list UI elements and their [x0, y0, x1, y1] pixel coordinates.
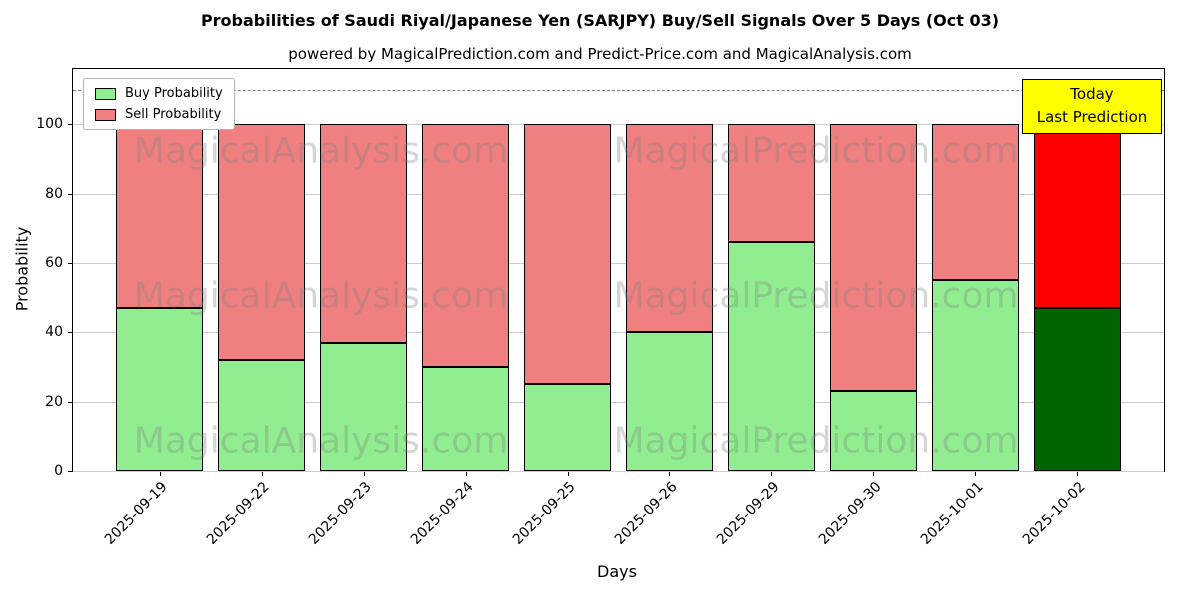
gridline — [73, 193, 1164, 195]
legend-entry-sell: Sell Probability — [95, 107, 223, 122]
x-tick-mark — [363, 471, 365, 476]
annotation-line-1: Today — [1070, 85, 1114, 103]
legend-swatch-buy-icon — [95, 87, 116, 100]
bar-segment-sell — [524, 124, 611, 385]
x-tick-mark — [873, 471, 875, 476]
y-tick-label: 80 — [45, 185, 63, 202]
annotation-line-2: Last Prediction — [1036, 108, 1148, 127]
gridline — [73, 332, 1164, 334]
x-tick-label: 2025-09-22 — [204, 479, 273, 548]
y-tick-label: 40 — [45, 324, 63, 341]
legend-label-buy: Buy Probability — [125, 86, 223, 101]
chart-title: Probabilities of Saudi Riyal/Japanese Ye… — [200, 11, 1000, 30]
x-tick-label: 2025-09-23 — [306, 479, 375, 548]
legend-swatch-sell-icon — [95, 108, 116, 121]
bar-segment-buy — [116, 308, 203, 471]
y-tick-label: 20 — [45, 393, 63, 410]
x-tick-label: 2025-09-19 — [102, 479, 171, 548]
bar-segment-sell — [218, 124, 305, 361]
bar-segment-buy — [728, 242, 815, 471]
y-tick-mark — [68, 124, 73, 126]
bar-segment-sell — [422, 124, 509, 368]
y-tick-mark — [68, 332, 73, 334]
bar-segment-sell — [728, 124, 815, 243]
x-tick-label: 2025-09-24 — [408, 479, 477, 548]
x-tick-mark — [465, 471, 467, 476]
gridline — [73, 471, 1164, 472]
bar-segment-sell — [626, 124, 713, 333]
bar-segment-buy — [626, 332, 713, 471]
bar-segment-sell — [1033, 124, 1121, 309]
y-axis-label: Probability — [12, 226, 32, 312]
y-tick-mark — [68, 401, 73, 403]
x-axis-label: Days — [597, 562, 637, 581]
x-tick-mark — [975, 471, 977, 476]
y-tick-mark — [68, 471, 73, 472]
bar-segment-buy — [320, 342, 407, 471]
bar-segment-buy — [830, 391, 917, 471]
legend-entry-buy: Buy Probability — [95, 86, 223, 101]
bar-segment-buy — [218, 360, 305, 471]
gridline — [73, 401, 1164, 403]
y-tick-mark — [68, 193, 73, 195]
chart-subtitle: powered by MagicalPrediction.com and Pre… — [288, 45, 912, 63]
bar-segment-sell — [320, 124, 407, 343]
y-tick-mark — [68, 263, 73, 265]
x-tick-mark — [567, 471, 569, 476]
y-tick-label: 0 — [54, 463, 63, 479]
legend-label-sell: Sell Probability — [125, 107, 222, 122]
plot-area: MagicalAnalysis.com MagicalPrediction.com… — [36, 68, 1165, 548]
today-annotation: Today Last Prediction — [1022, 79, 1162, 134]
x-tick-label: 2025-10-01 — [917, 479, 987, 548]
bar-segment-sell — [116, 124, 203, 309]
x-tick-label: 2025-09-26 — [611, 479, 681, 548]
y-tick-label: 100 — [36, 116, 63, 133]
x-tick-mark — [159, 471, 161, 476]
bar-segment-buy — [932, 280, 1019, 471]
threshold-dashed-line — [73, 89, 1164, 91]
x-tick-mark — [669, 471, 671, 476]
bar-segment-buy — [1033, 308, 1121, 471]
x-tick-mark — [771, 471, 773, 476]
legend: Buy Probability Sell Probability — [83, 78, 235, 130]
bar-segment-buy — [422, 367, 509, 471]
x-tick-label: 2025-10-02 — [1019, 479, 1089, 548]
x-tick-label: 2025-09-30 — [815, 479, 885, 548]
x-tick-label: 2025-09-29 — [713, 479, 783, 548]
x-tick-mark — [1077, 471, 1079, 476]
bar-segment-sell — [830, 124, 917, 392]
bar-segment-buy — [524, 384, 611, 471]
y-tick-label: 60 — [45, 255, 63, 272]
x-tick-mark — [261, 471, 263, 476]
bar-segment-sell — [932, 124, 1019, 281]
gridline — [73, 263, 1164, 265]
gridline — [73, 124, 1164, 126]
x-tick-label: 2025-09-25 — [509, 479, 579, 548]
